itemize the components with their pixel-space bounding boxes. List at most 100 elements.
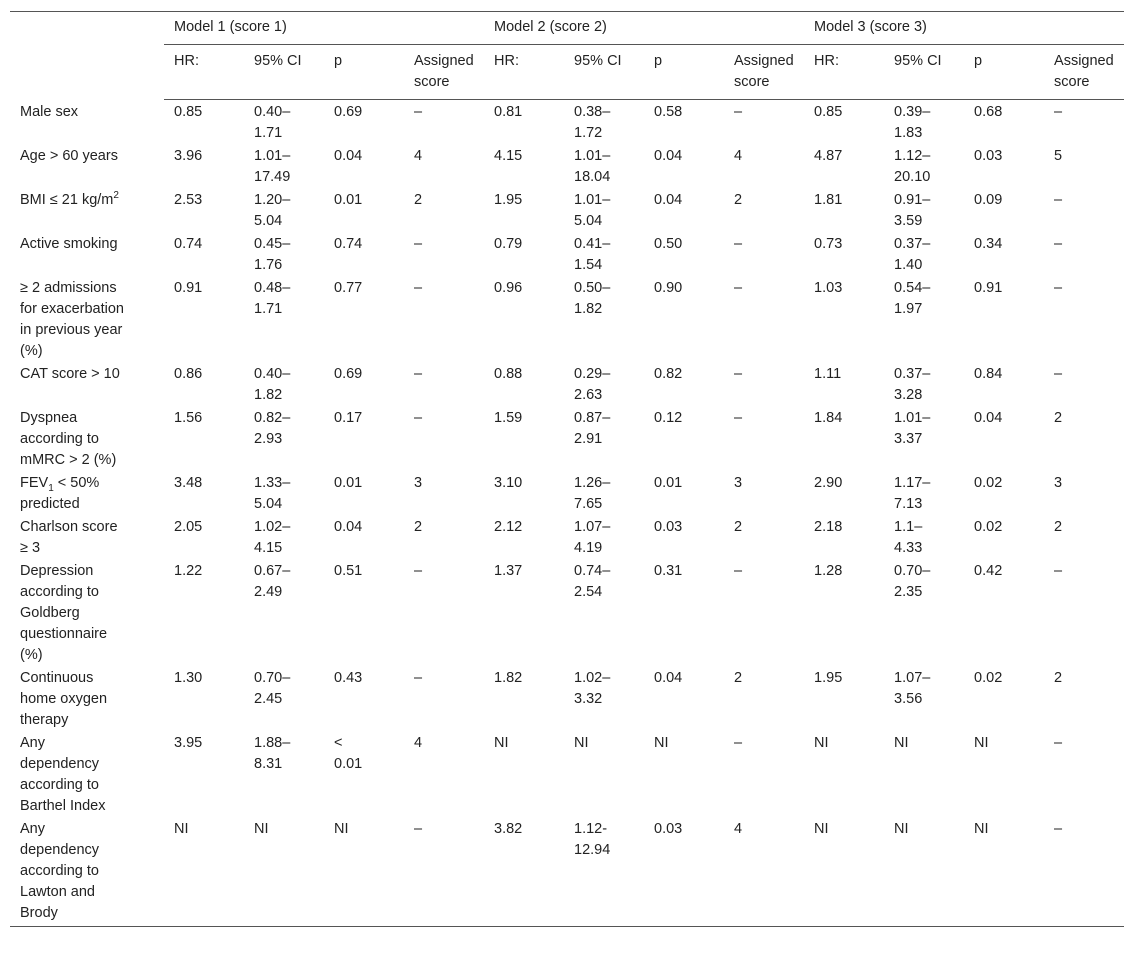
table-cell: 1.22 <box>174 563 203 579</box>
table-cell: 1.30 <box>174 670 203 686</box>
table-row: Depression according to Goldberg questio… <box>10 559 1124 666</box>
results-table: Model 1 (score 1) Model 2 (score 2) Model … <box>10 11 1125 927</box>
table-cell: 0.03 <box>974 148 1003 164</box>
table-row: Dyspnea according to mMRC > 2 (%) 1.56 0.8… <box>10 406 1124 471</box>
row-label: Charlson score ≥ 3 <box>20 519 118 556</box>
table-cell: NI <box>334 821 349 837</box>
table-cell: 1.02–4.15 <box>254 519 291 556</box>
table-cell: – <box>414 670 423 686</box>
group-header-row: Model 1 (score 1) Model 2 (score 2) Model … <box>10 11 1125 45</box>
table-cell: 4.87 <box>814 148 843 164</box>
corner-cell <box>10 12 164 100</box>
table-cell: 0.41–1.54 <box>574 236 611 273</box>
table-cell: 2 <box>1054 670 1063 686</box>
table-cell: 0.40–1.71 <box>254 104 291 141</box>
table-cell: – <box>734 410 743 426</box>
table-cell: 0.39–1.83 <box>894 104 931 141</box>
table-cell: 0.51 <box>334 563 363 579</box>
table-cell: 0.48–1.71 <box>254 280 291 317</box>
table-cell: – <box>1054 821 1063 837</box>
table-cell: 0.69 <box>334 366 363 382</box>
table-cell: < 0.01 <box>334 735 363 772</box>
row-label: Continuous home oxygen therapy <box>20 670 108 728</box>
table-cell: 4 <box>734 821 743 837</box>
table-row: FEV1 < 50% predicted 3.48 1.33–5.04 0.01 3 3.… <box>10 471 1124 515</box>
table-cell: 0.31 <box>654 563 683 579</box>
table-cell: – <box>734 280 743 296</box>
table-cell: 3.96 <box>174 148 203 164</box>
table-cell: 1.02–3.32 <box>574 670 611 707</box>
table-cell: NI <box>814 821 829 837</box>
table-cell: 0.45–1.76 <box>254 236 291 273</box>
row-label: Active smoking <box>20 236 118 252</box>
table-cell: 1.56 <box>174 410 203 426</box>
table-cell: NI <box>174 821 189 837</box>
table-row: Age > 60 years 3.96 1.01–17.49 0.04 4 4.15 1.0… <box>10 144 1124 188</box>
table-cell: – <box>734 104 743 120</box>
table-cell: 0.04 <box>334 148 363 164</box>
table-cell: 0.01 <box>334 475 363 491</box>
table-cell: NI <box>494 735 509 751</box>
group-header: Model 1 (score 1) <box>164 11 485 45</box>
table-cell: 3.82 <box>494 821 523 837</box>
column-header: Assigned score <box>404 44 485 100</box>
table-cell: 2 <box>734 519 743 535</box>
table-cell: 0.38–1.72 <box>574 104 611 141</box>
table-cell: 0.88 <box>494 366 523 382</box>
table-cell: 0.91 <box>974 280 1003 296</box>
table-cell: 3 <box>1054 475 1063 491</box>
label-part: FEV <box>20 475 49 491</box>
table-cell: 2.12 <box>494 519 523 535</box>
table-row: Any dependency according to Lawton and B… <box>10 817 1124 927</box>
table-cell: – <box>414 236 423 252</box>
table-cell: 0.79 <box>494 236 523 252</box>
table-cell: 0.50 <box>654 236 683 252</box>
table-cell: 0.58 <box>654 104 683 120</box>
table-cell: 0.01 <box>654 475 683 491</box>
row-label: Any dependency according to Lawton and B… <box>20 821 100 921</box>
table-cell: 2.18 <box>814 519 843 535</box>
table-cell: 1.59 <box>494 410 523 426</box>
table-cell: 0.82–2.93 <box>254 410 291 447</box>
table-cell: 1.01–3.37 <box>894 410 931 447</box>
table-cell: 3 <box>734 475 743 491</box>
table-cell: 1.82 <box>494 670 523 686</box>
table-cell: – <box>734 366 743 382</box>
group-header: Model 3 (score 3) <box>804 11 1125 45</box>
table-cell: 0.87–2.91 <box>574 410 611 447</box>
table-cell: 0.84 <box>974 366 1003 382</box>
row-label: Dyspnea according to mMRC > 2 (%) <box>20 410 117 468</box>
table-cell: 0.29–2.63 <box>574 366 611 403</box>
table-cell: – <box>734 236 743 252</box>
table-cell: – <box>414 563 423 579</box>
table-cell: 2 <box>1054 410 1063 426</box>
table-cell: 3.10 <box>494 475 523 491</box>
table-cell: 0.70–2.45 <box>254 670 291 707</box>
table-cell: 0.70–2.35 <box>894 563 931 600</box>
table-cell: NI <box>654 735 669 751</box>
table-cell: 0.12 <box>654 410 683 426</box>
table-cell: 4 <box>414 148 423 164</box>
table-cell: 3.95 <box>174 735 203 751</box>
table-cell: 1.01–17.49 <box>254 148 291 185</box>
table-cell: 0.85 <box>174 104 203 120</box>
table-cell: 2 <box>414 192 423 208</box>
column-header: 95% CI <box>884 44 965 100</box>
table-cell: 1.33–5.04 <box>254 475 291 512</box>
table-cell: 1.88–8.31 <box>254 735 291 772</box>
table-cell: – <box>414 366 423 382</box>
table-cell: 1.95 <box>494 192 523 208</box>
table-cell: 3.48 <box>174 475 203 491</box>
table-cell: – <box>1054 280 1063 296</box>
table-cell: 4 <box>414 735 423 751</box>
table-row: Male sex 0.85 0.40–1.71 0.69 – 0.81 0.38–1.72 0… <box>10 100 1124 145</box>
table-cell: – <box>734 563 743 579</box>
table-cell: 0.69 <box>334 104 363 120</box>
table-cell: 0.01 <box>334 192 363 208</box>
table-cell: 1.07–3.56 <box>894 670 931 707</box>
row-label: BMI ≤ 21 kg/m2 <box>10 188 164 232</box>
table-cell: 5 <box>1054 148 1063 164</box>
table-cell: 0.02 <box>974 670 1003 686</box>
label-part: 2 <box>113 190 119 202</box>
